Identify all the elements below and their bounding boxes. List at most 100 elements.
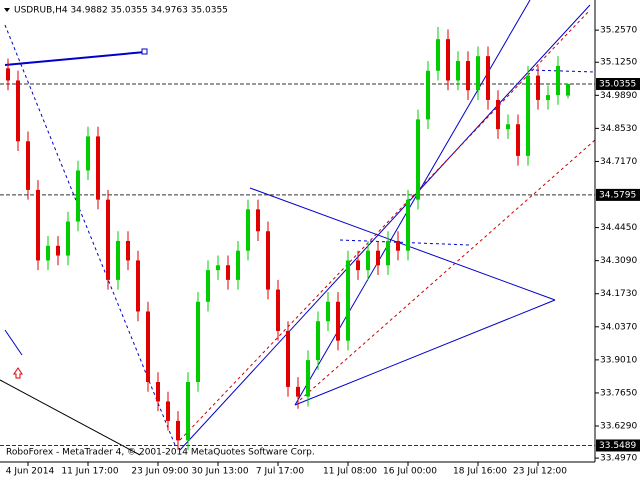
trend-line <box>294 0 531 406</box>
candle-body <box>546 95 550 100</box>
candle-body <box>206 270 210 302</box>
candle-body <box>486 56 490 100</box>
candle-body <box>556 65 560 96</box>
x-tick-label: 23 Jul 12:00 <box>513 467 567 477</box>
candle-body <box>86 136 90 171</box>
candle-body <box>456 61 460 81</box>
copyright: RoboForex - MetaTrader 4, © 2001-2014 Me… <box>6 448 315 458</box>
candle-body <box>36 189 40 261</box>
candle-body <box>336 301 340 341</box>
y-tick-label: 35.2570 <box>600 26 637 36</box>
candle-body <box>46 245 50 261</box>
y-tick-label: 33.4970 <box>600 454 637 464</box>
candle-body <box>176 420 180 441</box>
candle-body <box>446 39 450 81</box>
candle-body <box>566 84 570 96</box>
x-tick-label: 11 Jul 08:00 <box>323 467 377 477</box>
trend-line <box>4 51 146 66</box>
candle-body <box>496 99 500 130</box>
candle-body <box>476 56 480 91</box>
x-tick-label: 7 Jul 17:00 <box>256 467 305 477</box>
candle-body <box>246 209 250 251</box>
x-tick-label: 16 Jul 00:00 <box>383 467 437 477</box>
y-tick-label: 33.7650 <box>600 388 637 398</box>
price-level-box <box>596 78 640 91</box>
candle-body <box>356 260 360 271</box>
x-tick-label: 23 Jun 09:00 <box>131 467 188 477</box>
candle-body <box>396 240 400 251</box>
x-tick-label: 18 Jul 16:00 <box>453 467 507 477</box>
x-tick-label: 4 Jun 2014 <box>6 467 55 477</box>
price-level-box <box>596 188 640 201</box>
candle-body <box>426 70 430 120</box>
candle-body <box>366 250 370 271</box>
projection-line <box>339 239 471 246</box>
candle-body <box>106 199 110 280</box>
candle-body <box>146 311 150 383</box>
candle-body <box>406 199 410 251</box>
x-tick-label: 30 Jun 13:00 <box>191 467 248 477</box>
chart-title: USDRUB,H4 34.9882 35.0355 34.9763 35.035… <box>14 6 228 16</box>
candle-body <box>286 330 290 387</box>
candle-body <box>116 240 120 280</box>
candle-body <box>466 61 470 91</box>
candle-body <box>266 231 270 290</box>
price-level-label: 34.5795 <box>599 190 636 200</box>
trend-line <box>0 379 141 456</box>
buy-arrow <box>13 367 23 379</box>
y-tick-label: 34.4450 <box>600 223 637 233</box>
y-tick-label: 34.1730 <box>600 289 637 299</box>
candle-body <box>326 301 330 322</box>
candle-body <box>256 209 260 232</box>
candle-body <box>516 124 520 156</box>
candle-body <box>316 321 320 361</box>
price-level-box <box>596 439 640 452</box>
candle-body <box>296 386 300 397</box>
y-tick-label: 34.7170 <box>600 157 637 167</box>
candle-body <box>196 301 200 383</box>
candle-body <box>216 265 220 271</box>
candle-body <box>346 260 350 341</box>
candle-body <box>136 260 140 312</box>
y-tick-label: 34.8530 <box>600 124 637 134</box>
candle-body <box>236 250 240 280</box>
candle-body <box>376 250 380 266</box>
y-tick-label: 34.0370 <box>600 322 637 332</box>
menu-arrow <box>4 8 10 12</box>
candle-body <box>306 360 310 397</box>
analysis-lines <box>0 0 596 456</box>
candle-body <box>416 119 420 200</box>
trend-line <box>4 329 23 356</box>
candle-body <box>66 221 70 256</box>
candle-body <box>506 124 510 130</box>
candle-body <box>76 170 80 222</box>
y-tick-label: 33.9010 <box>600 355 637 365</box>
trend-line <box>179 4 591 451</box>
trend-line <box>294 299 556 406</box>
candle-body <box>96 136 100 200</box>
candle-body <box>276 289 280 331</box>
candle-body <box>56 245 60 256</box>
y-tick-label: 35.1250 <box>600 58 637 68</box>
candle-body <box>386 240 390 266</box>
candle-body <box>156 382 160 402</box>
price-level-label: 35.0355 <box>599 80 636 90</box>
candle-body <box>126 240 130 261</box>
y-tick-label: 34.9890 <box>600 91 637 101</box>
candle-body <box>536 75 540 100</box>
candle-body <box>26 141 30 190</box>
candle-body <box>16 80 20 142</box>
candle-body <box>166 401 170 421</box>
projection-line <box>529 69 596 73</box>
candle-body <box>186 382 190 441</box>
anchor <box>141 48 148 55</box>
candle-body <box>436 39 440 71</box>
y-tick-label: 34.3090 <box>600 256 637 266</box>
trend-line <box>249 187 556 301</box>
candle-body <box>226 265 230 280</box>
y-tick-label: 33.6290 <box>600 422 637 432</box>
price-level-label: 33.5489 <box>599 441 636 451</box>
x-tick-label: 11 Jun 17:00 <box>61 467 118 477</box>
